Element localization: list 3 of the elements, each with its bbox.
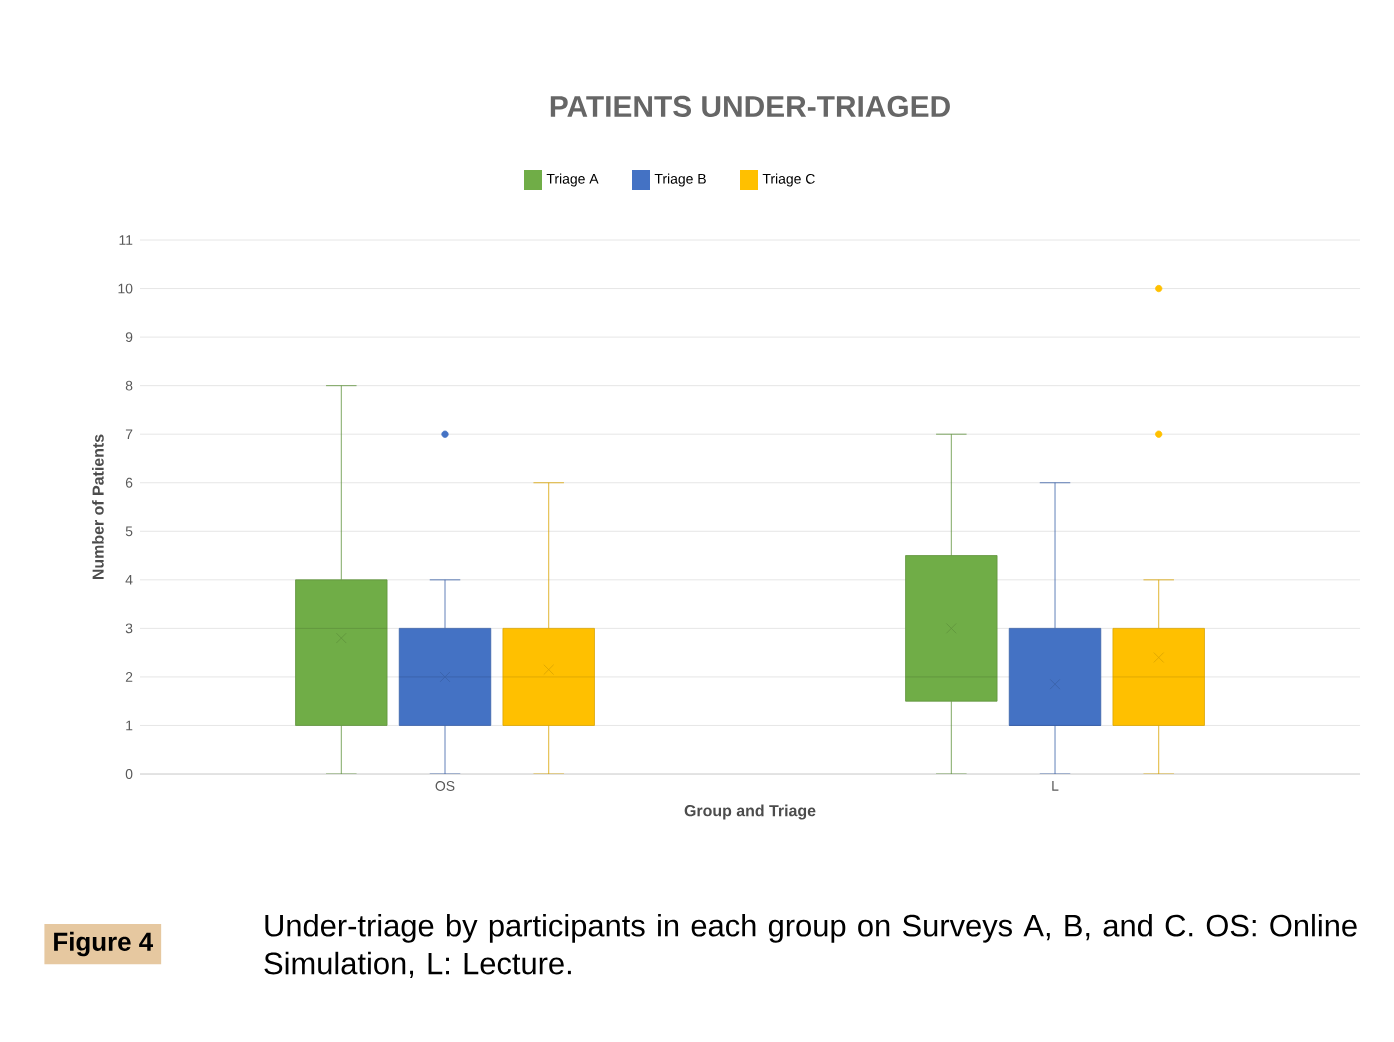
- caption: Figure 4: [54, 931, 154, 957]
- text: Under-triage by participants in each group on Surveys A, B, and C. OS: Online Simulation, L: Lecture.: [264, 913, 1357, 979]
- chart-title: PATIENTS UNDER-TRIAGED: [550, 95, 950, 117]
